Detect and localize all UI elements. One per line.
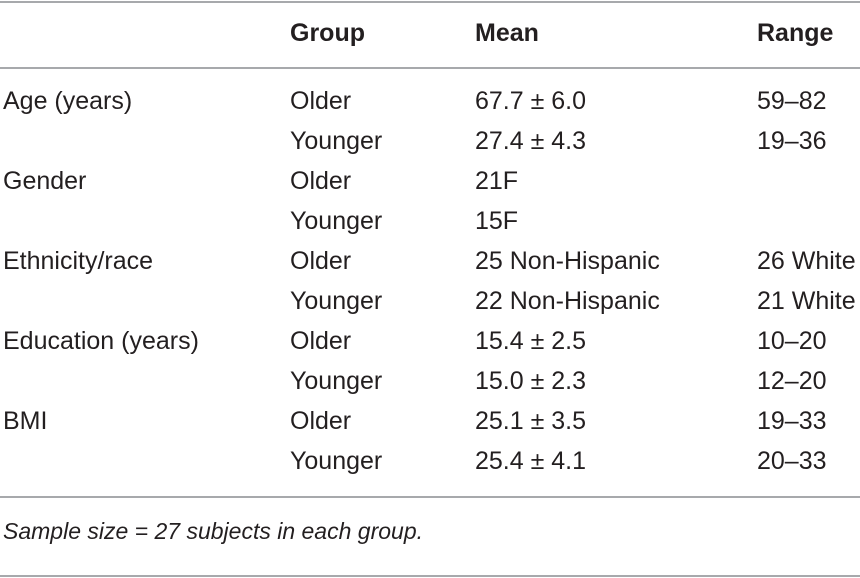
row-range: 12–20 bbox=[757, 367, 827, 395]
table-footnote: Sample size = 27 subjects in each group. bbox=[3, 518, 423, 544]
table-row: Ethnicity/race Older 25 Non-Hispanic 26 … bbox=[0, 246, 860, 286]
row-group: Younger bbox=[290, 127, 383, 155]
table-row: Younger 15.0 ± 2.3 12–20 bbox=[0, 366, 860, 406]
table-row: Education (years) Older 15.4 ± 2.5 10–20 bbox=[0, 326, 860, 366]
row-range: 21 White bbox=[757, 287, 856, 315]
row-mean: 15F bbox=[475, 207, 519, 235]
row-mean: 67.7 ± 6.0 bbox=[475, 87, 587, 115]
table-row: Younger 15F bbox=[0, 206, 860, 246]
table-body: Age (years) Older 67.7 ± 6.0 59–82 Young… bbox=[0, 86, 860, 486]
row-group: Younger bbox=[290, 367, 383, 395]
table-row: Gender Older 21F bbox=[0, 166, 860, 206]
row-mean: 21F bbox=[475, 167, 519, 195]
row-range: 20–33 bbox=[757, 447, 827, 475]
row-mean: 25.4 ± 4.1 bbox=[475, 447, 587, 475]
row-label: BMI bbox=[3, 407, 48, 435]
row-group: Older bbox=[290, 167, 352, 195]
row-range: 26 White bbox=[757, 247, 856, 275]
row-range: 10–20 bbox=[757, 327, 827, 355]
row-group: Younger bbox=[290, 447, 383, 475]
table-row: Age (years) Older 67.7 ± 6.0 59–82 bbox=[0, 86, 860, 126]
row-label: Ethnicity/race bbox=[3, 247, 154, 275]
header-mean: Mean bbox=[475, 19, 539, 47]
row-range: 59–82 bbox=[757, 87, 827, 115]
row-mean: 25.1 ± 3.5 bbox=[475, 407, 587, 435]
row-group: Older bbox=[290, 407, 352, 435]
table-row: Younger 27.4 ± 4.3 19–36 bbox=[0, 126, 860, 166]
row-group: Younger bbox=[290, 207, 383, 235]
table-row: Younger 22 Non-Hispanic 21 White bbox=[0, 286, 860, 326]
row-label: Age (years) bbox=[3, 87, 133, 115]
row-mean: 25 Non-Hispanic bbox=[475, 247, 660, 275]
row-group: Older bbox=[290, 327, 352, 355]
table-body-rule bbox=[0, 496, 860, 498]
row-range: 19–36 bbox=[757, 127, 827, 155]
table-header-row: Group Mean Range bbox=[0, 0, 860, 66]
table-row: BMI Older 25.1 ± 3.5 19–33 bbox=[0, 406, 860, 446]
row-range: 19–33 bbox=[757, 407, 827, 435]
header-range: Range bbox=[757, 19, 834, 47]
row-mean: 22 Non-Hispanic bbox=[475, 287, 660, 315]
row-group: Younger bbox=[290, 287, 383, 315]
row-group: Older bbox=[290, 87, 352, 115]
table-header-rule bbox=[0, 67, 860, 69]
row-mean: 15.4 ± 2.5 bbox=[475, 327, 587, 355]
row-group: Older bbox=[290, 247, 352, 275]
table-top-rule bbox=[0, 1, 860, 3]
row-label: Gender bbox=[3, 167, 87, 195]
table-bottom-rule bbox=[0, 575, 860, 577]
table-row: Younger 25.4 ± 4.1 20–33 bbox=[0, 446, 860, 486]
row-mean: 15.0 ± 2.3 bbox=[475, 367, 587, 395]
row-label: Education (years) bbox=[3, 327, 199, 355]
header-group: Group bbox=[290, 19, 365, 47]
row-mean: 27.4 ± 4.3 bbox=[475, 127, 587, 155]
